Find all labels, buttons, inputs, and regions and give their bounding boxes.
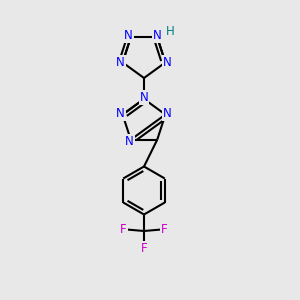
Text: N: N bbox=[125, 135, 134, 148]
Text: N: N bbox=[153, 29, 162, 42]
Text: N: N bbox=[140, 91, 148, 104]
Text: F: F bbox=[141, 242, 147, 255]
Text: N: N bbox=[116, 56, 125, 69]
Text: H: H bbox=[166, 26, 174, 38]
Text: F: F bbox=[120, 223, 127, 236]
Text: F: F bbox=[161, 223, 168, 236]
Text: N: N bbox=[116, 107, 125, 120]
Text: N: N bbox=[124, 29, 133, 42]
Text: N: N bbox=[163, 56, 172, 69]
Text: N: N bbox=[163, 107, 172, 120]
